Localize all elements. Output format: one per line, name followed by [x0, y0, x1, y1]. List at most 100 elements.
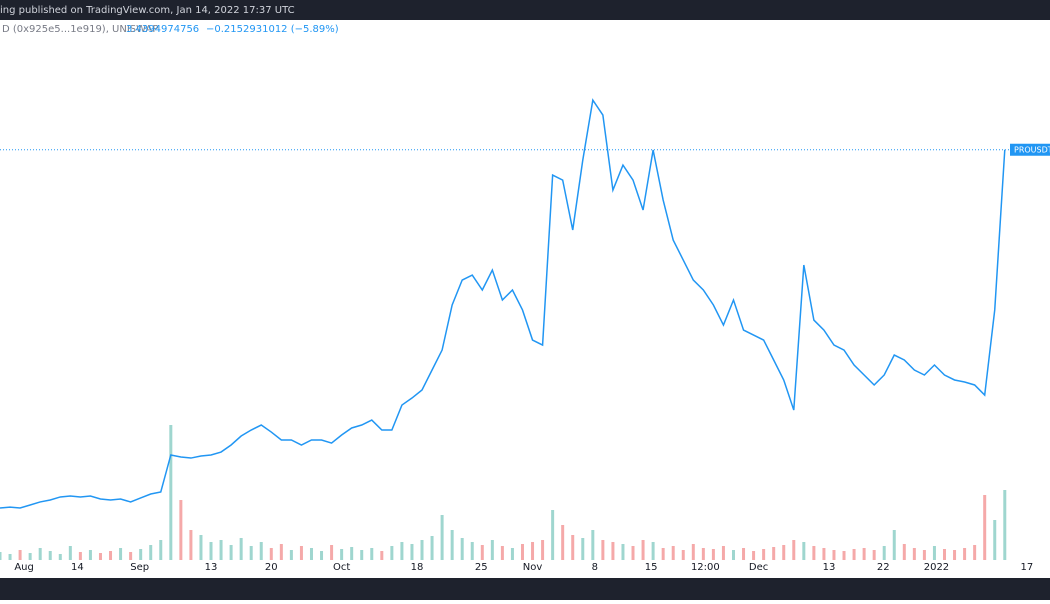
volume-bar	[460, 538, 464, 560]
x-tick-label: 15	[645, 562, 658, 573]
volume-bar	[983, 495, 987, 560]
volume-bar	[159, 540, 163, 560]
x-tick-label: 13	[823, 562, 836, 573]
volume-bar	[450, 530, 454, 560]
x-tick-label: 18	[411, 562, 424, 573]
volume-bar	[229, 545, 233, 560]
legend-last: 3.4394974756	[126, 24, 199, 35]
volume-bar	[360, 550, 364, 560]
volume-bar	[149, 545, 153, 560]
volume-bar	[641, 540, 645, 560]
volume-bar	[973, 545, 977, 560]
volume-bar	[742, 548, 746, 560]
volume-bar	[601, 540, 605, 560]
volume-bar	[169, 425, 173, 560]
top-bar	[0, 0, 1050, 20]
volume-bar	[330, 545, 334, 560]
volume-bar	[440, 515, 444, 560]
volume-bar	[500, 546, 504, 560]
x-tick-label: 8	[592, 562, 598, 573]
volume-bar	[480, 545, 484, 560]
volume-bar	[651, 542, 655, 560]
volume-bar	[681, 550, 685, 560]
volume-bar	[139, 549, 143, 560]
price-line	[0, 98, 1006, 509]
x-tick-label: 2022	[924, 562, 949, 573]
volume-bar	[621, 544, 625, 560]
x-tick-label: Nov	[523, 562, 543, 573]
volume-bar	[249, 546, 253, 560]
volume-bar	[189, 530, 193, 560]
volume-bar	[259, 542, 263, 560]
volume-bar	[541, 540, 545, 560]
bottom-bar	[0, 578, 1050, 600]
volume-bar	[320, 551, 324, 560]
volume-bar	[711, 549, 715, 560]
volume-bar	[98, 553, 102, 560]
volume-bar	[762, 549, 766, 560]
volume-bar	[420, 540, 424, 560]
volume-bar	[38, 548, 42, 560]
volume-bar	[561, 525, 565, 560]
volume-bar	[309, 548, 313, 560]
volume-bar	[611, 542, 615, 560]
volume-bar	[792, 540, 796, 560]
price-tag	[1010, 143, 1050, 156]
volume-bar	[299, 546, 303, 560]
volume-bar	[390, 546, 394, 560]
legend-symbol: D (0x925e5...1e919), UNISWAP	[2, 24, 158, 35]
volume-bar	[902, 544, 906, 560]
volume-bar	[882, 546, 886, 560]
volume-bar	[661, 548, 665, 560]
volume-bar	[490, 540, 494, 560]
price-tag-label: PROUSDT	[1014, 146, 1050, 155]
volume-bar	[279, 544, 283, 560]
volume-bar	[8, 554, 12, 560]
header-text: ing published on TradingView.com, Jan 14…	[0, 5, 295, 16]
volume-bar	[832, 550, 836, 560]
volume-bar	[551, 510, 555, 560]
volume-bar	[571, 535, 575, 560]
volume-bar	[953, 550, 957, 560]
volume-bar	[591, 530, 595, 560]
volume-bar	[671, 546, 675, 560]
x-tick-label: Aug	[14, 562, 34, 573]
volume-bar	[852, 549, 856, 560]
volume-bar	[892, 530, 896, 560]
volume-bar	[430, 536, 434, 560]
volume-bar	[269, 548, 273, 560]
x-tick-label: 25	[475, 562, 488, 573]
volume-bar	[721, 546, 725, 560]
volume-bar	[129, 552, 133, 560]
volume-bar	[239, 538, 243, 560]
volume-bar	[219, 540, 223, 560]
volume-bar	[802, 542, 806, 560]
x-tick-label: Sep	[130, 562, 149, 573]
volume-bar	[199, 535, 203, 560]
volume-bar	[872, 550, 876, 560]
volume-bar	[289, 550, 293, 560]
volume-bar	[942, 549, 946, 560]
volume-bar	[109, 551, 113, 560]
volume-bar	[410, 544, 414, 560]
volume-bar	[912, 548, 916, 560]
x-tick-label: 13	[205, 562, 218, 573]
volume-bar	[48, 551, 52, 560]
volume-bar	[782, 545, 786, 560]
volume-bar	[963, 548, 967, 560]
volume-bar	[631, 546, 635, 560]
volume-bar	[993, 520, 997, 560]
x-tick-label: 22	[877, 562, 890, 573]
volume-bar	[510, 548, 514, 560]
x-tick-label: 12:00	[691, 562, 720, 573]
volume-bar	[119, 548, 123, 560]
volume-bar	[78, 552, 82, 560]
volume-bar	[88, 550, 92, 560]
volume-bar	[731, 550, 735, 560]
volume-bar	[28, 553, 32, 560]
volume-bar	[1003, 490, 1007, 560]
volume-bar	[350, 547, 354, 560]
volume-bar	[772, 547, 776, 560]
x-tick-label: 20	[265, 562, 278, 573]
